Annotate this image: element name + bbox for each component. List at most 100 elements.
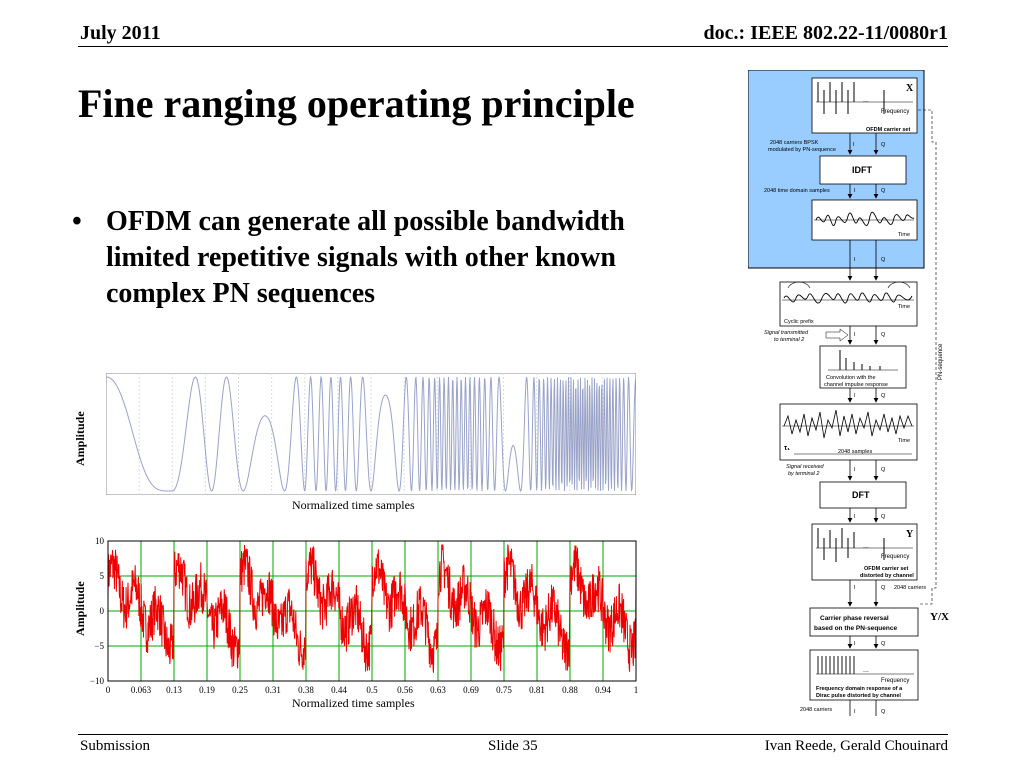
bullet-item: • OFDM can generate all possible bandwid… bbox=[72, 204, 662, 312]
q-label-4: Q bbox=[881, 332, 886, 338]
time-wave-1 bbox=[815, 211, 915, 227]
x-tick-label: 0.44 bbox=[331, 685, 347, 695]
x-tick-label: 0.81 bbox=[529, 685, 545, 695]
i-label-5: I bbox=[854, 393, 856, 399]
y-label: Y bbox=[906, 529, 914, 540]
received-signal-box bbox=[779, 403, 918, 461]
y-tick-label: 10 bbox=[95, 536, 105, 546]
idft-label: IDFT bbox=[852, 165, 872, 175]
bullet-text: OFDM can generate all possible bandwidth… bbox=[106, 206, 625, 309]
x-tick-label: 0.38 bbox=[298, 685, 314, 695]
distorted-label-1: OFDM carrier set bbox=[864, 566, 908, 572]
x-tick-label: 0.5 bbox=[366, 685, 378, 695]
q-label-1: Q bbox=[881, 142, 886, 148]
x-tick-label: 0 bbox=[106, 685, 111, 695]
waveform-y-label: Amplitude bbox=[73, 411, 87, 466]
x-label: X bbox=[906, 83, 914, 94]
tau-label: τ₁ bbox=[784, 445, 790, 452]
idft-box bbox=[819, 155, 907, 185]
dots-dirac: ... bbox=[863, 667, 869, 674]
x-tick-label: 0.31 bbox=[265, 685, 281, 695]
i-label-9: I bbox=[854, 641, 856, 647]
transmitted-label-2: to terminal 2 bbox=[774, 337, 804, 343]
processing-diagram: X ... Frequency OFDM carrier set 2048 ca… bbox=[748, 70, 949, 716]
q-label-2: Q bbox=[881, 188, 886, 194]
convolution-label-2: channel impulse response bbox=[824, 382, 888, 388]
transmitted-label-1: Signal transmitted bbox=[764, 330, 809, 336]
dirac-response-box bbox=[809, 649, 919, 701]
x-tick-label: 0.88 bbox=[562, 685, 578, 695]
phase-reversal-box bbox=[809, 607, 919, 637]
frequency-label-dirac: Frequency bbox=[881, 678, 909, 684]
i-label-3: I bbox=[854, 257, 856, 263]
frequency-label-x: Frequency bbox=[881, 109, 909, 115]
carrier-lines-y bbox=[816, 528, 913, 562]
amplitude-chart: 10 5 0 −5 −10 0 0.063 0.13 0.19 0.25 0.31 0.38 0.44… bbox=[90, 536, 639, 695]
amplitude-x-ticks: 0 0.063 0.13 0.19 0.25 0.31 0.38 0.44 0.5 0.56 0.6… bbox=[106, 685, 639, 695]
q-label-10: Q bbox=[881, 709, 886, 715]
amplitude-chart-frame bbox=[107, 540, 637, 682]
reversal-label-1: Carrier phase reversal bbox=[820, 615, 889, 622]
amplitude-y-label: Amplitude bbox=[73, 581, 87, 636]
time-label-1: Time bbox=[898, 232, 910, 238]
bpsk-label-1: 2048 carriers BPSK bbox=[770, 140, 819, 146]
cyclic-wave bbox=[783, 292, 913, 304]
impulse-lines bbox=[828, 350, 898, 371]
ofdm-set-label: OFDM carrier set bbox=[866, 127, 910, 133]
dirac-lines bbox=[816, 656, 914, 675]
carriers-label-1: 2048 carriers bbox=[894, 585, 926, 591]
amplitude-y-ticks: 10 5 0 −5 −10 bbox=[90, 536, 105, 686]
x-tick-label: 0.69 bbox=[463, 685, 479, 695]
header-rule bbox=[78, 46, 948, 47]
x-tick-label: 1 bbox=[634, 685, 639, 695]
y-tick-label: 0 bbox=[100, 606, 105, 616]
i-label-10: I bbox=[854, 709, 856, 715]
frequency-label-y: Frequency bbox=[881, 554, 909, 560]
time-domain-label: 2048 time domain samples bbox=[764, 188, 830, 194]
bullet-symbol: • bbox=[72, 206, 82, 237]
dots-y: ... bbox=[863, 543, 869, 550]
slide-title: Fine ranging operating principle bbox=[78, 81, 635, 126]
ofdm-carrier-set-box bbox=[811, 77, 918, 134]
i-label-4: I bbox=[854, 332, 856, 338]
time-label-3: Time bbox=[898, 438, 910, 444]
q-label-8: Q bbox=[881, 585, 886, 591]
i-label-7: I bbox=[854, 514, 856, 520]
i-label-1: I bbox=[853, 142, 855, 148]
cyclic-prefix-box bbox=[779, 281, 918, 327]
waveform-x-label: Normalized time samples bbox=[292, 498, 415, 512]
dft-label: DFT bbox=[852, 490, 870, 500]
x-tick-label: 0.56 bbox=[397, 685, 413, 695]
pn-sequence-path bbox=[918, 109, 937, 605]
dots-x: ... bbox=[863, 97, 869, 104]
i-label-2: I bbox=[854, 188, 856, 194]
footer-authors: Ivan Reede, Gerald Chouinard bbox=[764, 738, 948, 754]
waveform-plot bbox=[106, 373, 636, 495]
x-tick-label: 0.94 bbox=[595, 685, 611, 695]
dft-box bbox=[819, 481, 907, 509]
x-tick-label: 0.63 bbox=[430, 685, 446, 695]
header-doc-id: doc.: IEEE 802.22-11/0080r1 bbox=[703, 22, 948, 44]
carrier-lines-x bbox=[816, 82, 913, 114]
convolution-box bbox=[819, 345, 907, 389]
q-label-5: Q bbox=[881, 393, 886, 399]
footer-rule bbox=[78, 734, 948, 735]
convolution-label-1: Convolution with the bbox=[826, 375, 876, 381]
footer-slide-number: Slide 35 bbox=[488, 738, 538, 754]
bpsk-label-2: modulated by PN-sequence bbox=[768, 147, 836, 153]
dirac-label-2: Dirac pulse distorted by channel bbox=[816, 693, 901, 699]
y-tick-label: 5 bbox=[100, 571, 105, 581]
amplitude-series-line bbox=[107, 544, 637, 673]
y-tick-label: −10 bbox=[90, 676, 105, 686]
q-label-6: Q bbox=[881, 467, 886, 473]
received-label-2: by terminal 2 bbox=[788, 471, 820, 477]
q-label-7: Q bbox=[881, 514, 886, 520]
waveform-series-line bbox=[106, 375, 636, 493]
transmit-arrow-icon bbox=[825, 328, 849, 342]
yx-label: Y/X bbox=[930, 611, 949, 623]
q-label-3: Q bbox=[881, 257, 886, 263]
amplitude-x-label: Normalized time samples bbox=[292, 696, 415, 710]
received-label-1: Signal received bbox=[786, 464, 825, 470]
header-date: July 2011 bbox=[80, 22, 161, 44]
reversal-label-2: based on the PN-sequence bbox=[814, 625, 897, 632]
